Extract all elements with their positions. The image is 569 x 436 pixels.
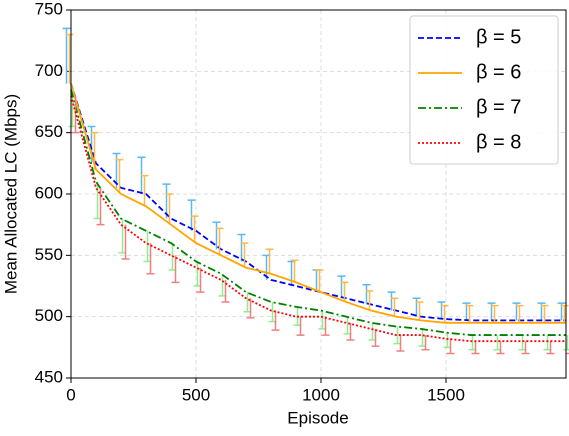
legend-label: β = 7 — [476, 96, 521, 118]
y-tick-label: 450 — [35, 367, 63, 386]
y-tick-label: 750 — [35, 0, 63, 18]
x-axis-label: Episode — [287, 408, 348, 427]
x-tick-label: 1500 — [427, 385, 465, 404]
x-tick-label: 0 — [66, 385, 75, 404]
y-axis-label: Mean Allocated LC (Mbps) — [1, 94, 20, 294]
legend-label: β = 8 — [476, 131, 521, 153]
y-tick-label: 500 — [35, 306, 63, 325]
legend-label: β = 6 — [476, 61, 521, 83]
y-tick-label: 600 — [35, 183, 63, 202]
x-tick-label: 500 — [182, 385, 210, 404]
y-tick-label: 550 — [35, 245, 63, 264]
y-tick-label: 650 — [35, 122, 63, 141]
x-tick-label: 1000 — [302, 385, 340, 404]
y-tick-label: 700 — [35, 61, 63, 80]
legend-label: β = 5 — [476, 26, 521, 48]
